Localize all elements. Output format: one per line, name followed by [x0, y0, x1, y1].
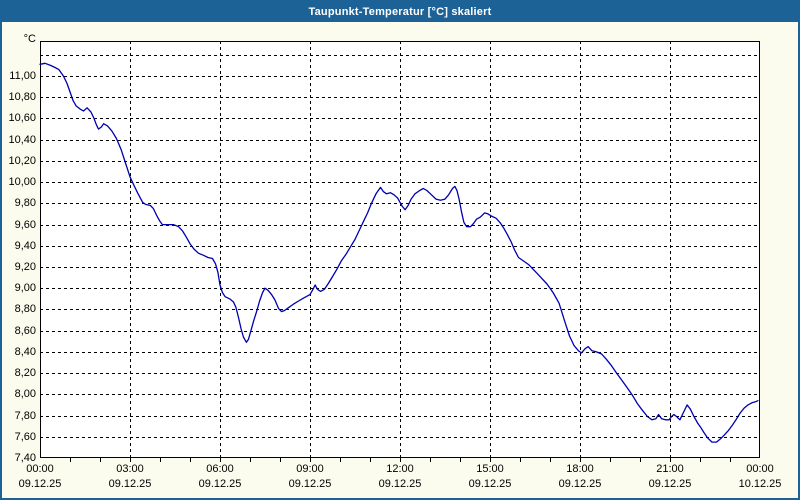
line-chart: [39, 41, 760, 462]
x-axis-date-label: 09.12.25: [468, 478, 512, 490]
plot-area: [39, 41, 760, 462]
x-axis-time-label: 00:00: [746, 463, 774, 475]
y-axis-unit-label: °C: [23, 33, 36, 45]
x-axis-date-label: 09.12.25: [18, 478, 62, 490]
y-axis-label: 9,80: [14, 197, 36, 210]
y-axis-label: 10,80: [8, 91, 36, 104]
x-axis-time-label: 06:00: [206, 463, 234, 475]
x-axis-date-label: 10.12.25: [738, 478, 782, 490]
series-line: [39, 62, 759, 443]
y-axis-label: 10,40: [8, 133, 36, 146]
y-axis-label: 7,60: [14, 430, 36, 443]
x-axis-time-label: 12:00: [386, 463, 414, 475]
x-axis-time-label: 18:00: [566, 463, 594, 475]
y-axis-label: 10,20: [8, 154, 36, 167]
x-axis-date-label: 09.12.25: [558, 478, 602, 490]
x-axis-time-label: 15:00: [476, 463, 504, 475]
y-axis-label: 7,80: [14, 409, 36, 422]
window-title-bar: Taupunkt-Temperatur [°C] skaliert: [2, 2, 798, 22]
y-axis-label: 8,20: [14, 367, 36, 380]
window-title: Taupunkt-Temperatur [°C] skaliert: [308, 6, 492, 18]
x-axis-time-label: 03:00: [116, 463, 144, 475]
y-axis-label: 9,60: [14, 218, 36, 231]
y-axis-label: 9,40: [14, 239, 36, 252]
x-axis-date-label: 09.12.25: [288, 478, 332, 490]
x-axis-time-label: 00:00: [26, 463, 54, 475]
y-axis-label: 9,00: [14, 282, 36, 295]
y-axis-label: 8,40: [14, 345, 36, 358]
y-axis-label: 7,40: [14, 452, 36, 464]
plot-border: [40, 41, 760, 458]
x-axis-time-label: 21:00: [656, 463, 684, 475]
y-axis-label: 9,20: [14, 261, 36, 273]
x-axis-date-label: 09.12.25: [198, 478, 242, 490]
x-axis-date-label: 09.12.25: [108, 478, 152, 490]
y-axis-label: 10,00: [8, 176, 36, 189]
y-axis-label: 8,00: [14, 388, 36, 401]
x-axis-date-label: 09.12.25: [648, 478, 692, 490]
y-axis-label: 10,60: [8, 112, 36, 125]
y-axis-label: 8,60: [14, 324, 36, 337]
x-axis-time-label: 09:00: [296, 463, 324, 475]
y-axis-label: 8,80: [14, 303, 36, 316]
y-axis-label: 11,00: [9, 70, 36, 82]
x-axis-date-label: 09.12.25: [378, 478, 422, 490]
